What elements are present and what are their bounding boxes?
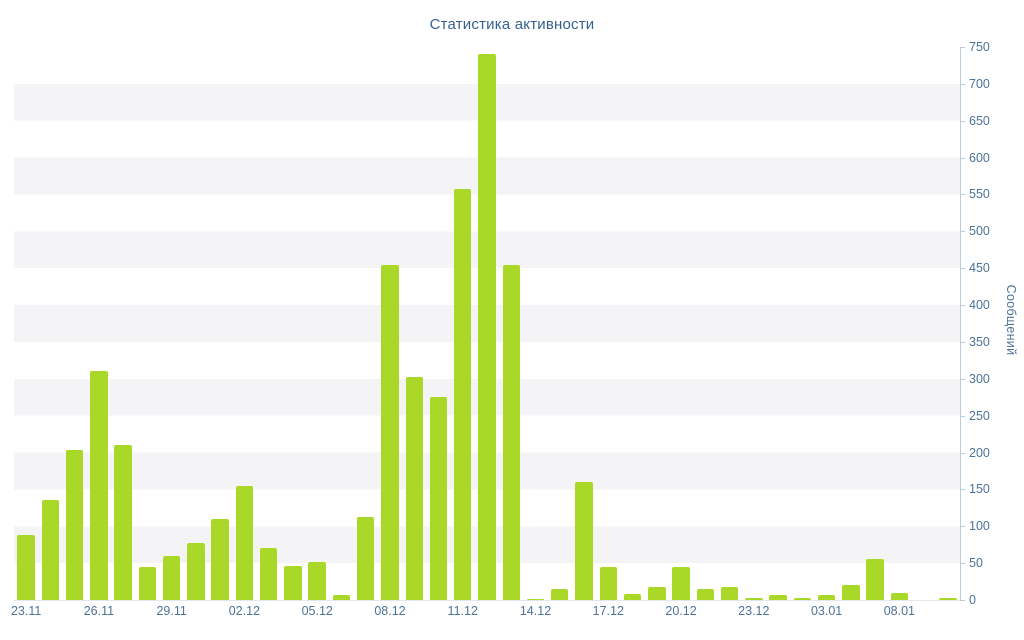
y-axis-tick-label: 450 — [969, 261, 990, 276]
x-axis-label: 29.11 — [156, 604, 187, 618]
x-axis-label: 03.01 — [810, 604, 843, 618]
bar[interactable] — [575, 482, 593, 600]
bar[interactable] — [842, 585, 860, 600]
bar[interactable] — [745, 597, 763, 600]
bar[interactable] — [526, 598, 545, 600]
bar[interactable] — [381, 264, 399, 600]
y-axis-tick — [960, 268, 965, 270]
bar[interactable] — [65, 450, 84, 600]
x-axis-label: 20.12 — [665, 604, 697, 618]
y-axis-tick-label: 700 — [969, 76, 990, 91]
x-axis-label: 14.12 — [519, 604, 552, 618]
bar[interactable] — [429, 397, 448, 600]
y-axis-tick — [960, 47, 965, 48]
bar[interactable] — [696, 588, 715, 600]
x-axis-label: 08.12 — [374, 604, 406, 618]
x-axis-label: 11.12 — [447, 604, 478, 618]
bar[interactable] — [478, 54, 496, 600]
y-axis-tick — [960, 600, 965, 601]
x-axis-label: 17.12 — [592, 604, 624, 618]
y-axis-tick-label: 50 — [969, 556, 983, 571]
bar[interactable] — [672, 566, 690, 600]
y-axis-tick — [960, 305, 965, 307]
bar[interactable] — [551, 588, 569, 600]
bar[interactable] — [235, 486, 254, 600]
bar[interactable] — [648, 586, 666, 600]
bar[interactable] — [17, 535, 35, 600]
y-axis-tick-label: 0 — [969, 593, 976, 607]
x-axis-label: 23.11 — [10, 604, 42, 618]
y-axis: 0 50 100 150 200 250 300 350 400 450 500 550 600 650 7… — [960, 40, 1022, 607]
y-axis-tick — [960, 120, 965, 122]
bar[interactable] — [939, 597, 957, 600]
y-axis-tick-label: 100 — [969, 519, 990, 534]
y-axis-tick-label: 250 — [969, 408, 990, 423]
bar[interactable] — [259, 548, 278, 600]
bar[interactable] — [817, 594, 836, 600]
bar[interactable] — [187, 542, 205, 600]
bar[interactable] — [284, 566, 302, 600]
x-axis-label: 23.12 — [738, 604, 770, 618]
y-axis-tick — [960, 526, 965, 528]
bar[interactable] — [308, 561, 326, 600]
bar[interactable] — [162, 555, 181, 600]
y-axis-tick-label: 500 — [969, 224, 990, 239]
bar[interactable] — [114, 445, 132, 600]
y-axis-tick-label: 200 — [969, 445, 990, 460]
bar[interactable] — [623, 594, 642, 600]
y-axis-tick — [960, 452, 965, 454]
bar[interactable] — [720, 586, 739, 600]
y-axis-tick — [960, 563, 965, 565]
y-axis-tick — [960, 83, 965, 85]
bar[interactable] — [332, 594, 351, 600]
y-axis-tick — [960, 231, 965, 233]
bar[interactable] — [356, 517, 375, 600]
y-axis-tick — [960, 378, 965, 380]
bar[interactable] — [138, 566, 157, 600]
bar[interactable] — [454, 189, 472, 600]
x-axis-label: 05.12 — [301, 604, 333, 618]
bar[interactable] — [866, 559, 884, 600]
y-axis-title: Сообщений — [1004, 284, 1018, 356]
y-axis-tick-label: 750 — [969, 40, 990, 54]
y-axis-tick-label: 400 — [969, 298, 990, 313]
plot-area — [14, 47, 960, 600]
bar[interactable] — [769, 594, 787, 600]
y-axis-tick-label: 600 — [969, 150, 990, 165]
x-axis-label: 26.11 — [83, 604, 115, 618]
y-axis-tick — [960, 489, 965, 491]
y-axis-tick — [960, 157, 965, 159]
bar[interactable] — [502, 264, 520, 600]
y-axis-tick — [960, 415, 965, 417]
y-axis-tick-label: 350 — [969, 334, 990, 349]
bar[interactable] — [890, 592, 909, 600]
x-axis-label: 08.01 — [883, 604, 915, 618]
y-axis-tick-label: 650 — [969, 113, 990, 128]
y-axis-tick-label: 550 — [969, 187, 990, 202]
bar[interactable] — [41, 500, 60, 600]
y-axis-tick — [960, 194, 965, 196]
bar[interactable] — [405, 377, 423, 600]
y-axis-tick-label: 150 — [969, 482, 990, 497]
bar[interactable] — [599, 566, 617, 600]
y-axis-tick-label: 300 — [969, 371, 990, 386]
bar[interactable] — [90, 371, 108, 600]
bar[interactable] — [211, 518, 229, 600]
y-axis-line — [960, 47, 961, 601]
chart-title: Статистика активности — [429, 16, 595, 33]
x-axis-label: 02.12 — [228, 604, 261, 618]
y-axis-tick — [960, 341, 965, 343]
x-axis-line — [14, 600, 961, 601]
bar[interactable] — [793, 597, 812, 600]
x-axis: 23.11 26.11 29.11 02.12 05.12 08.12 11.12 14.12… — [10, 604, 960, 622]
